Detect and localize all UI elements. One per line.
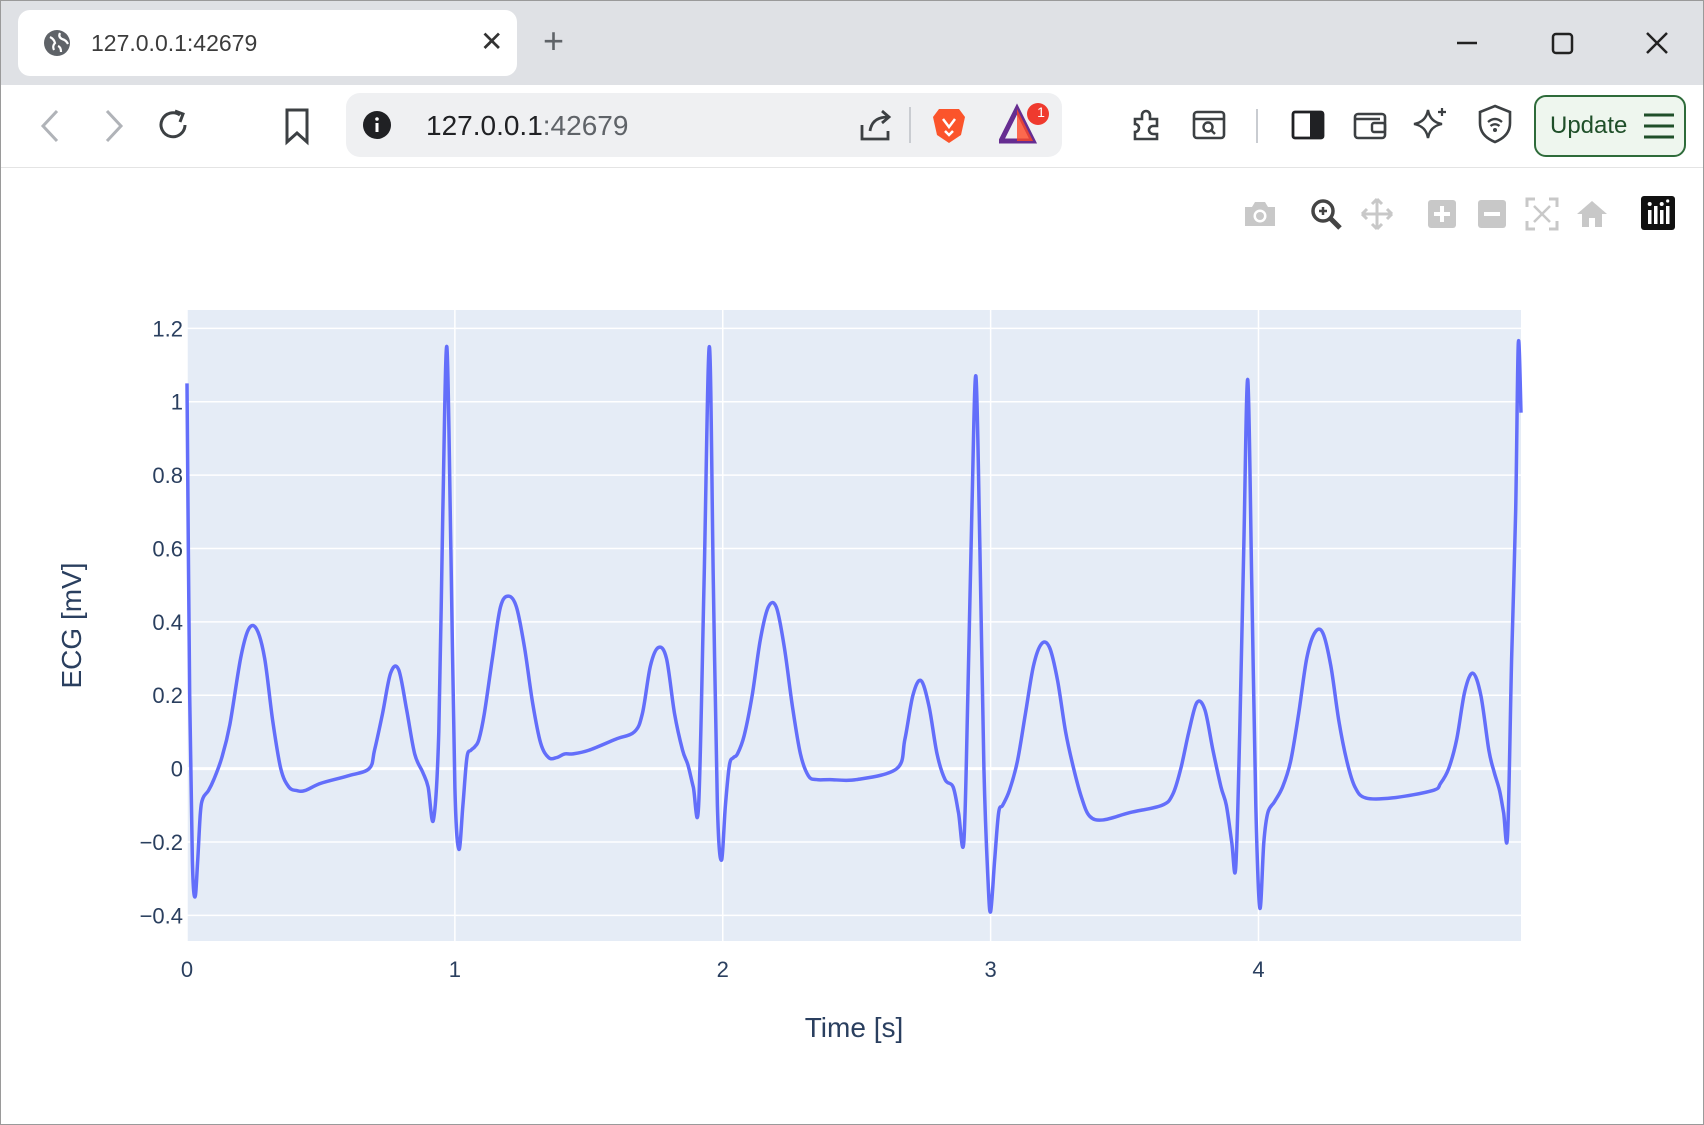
window-close-icon[interactable] — [1637, 25, 1677, 65]
plot-area — [187, 310, 1521, 941]
url-text[interactable]: 127.0.0.1:42679 — [426, 110, 629, 141]
sidebar-icon[interactable] — [1288, 105, 1328, 145]
extensions-icon[interactable] — [1127, 105, 1167, 145]
browser-tab[interactable]: 127.0.0.1:42679 ✕ — [18, 10, 517, 76]
info-icon[interactable] — [362, 110, 392, 140]
autoscale-icon[interactable] — [1524, 196, 1560, 232]
minimize-icon[interactable] — [1447, 25, 1487, 65]
close-icon[interactable]: ✕ — [480, 26, 504, 57]
page-content: 0 1 2 3 4 −0.4 −0.2 0 0.2 0.4 0.6 0.8 1 1.2 Time [s] EC… — [1, 168, 1703, 1124]
y-tick-label: 0 — [171, 757, 183, 782]
address-bar[interactable]: 127.0.0.1:42679 1 — [346, 93, 1062, 157]
share-icon[interactable] — [858, 107, 896, 143]
notification-badge: 1 — [1037, 104, 1045, 120]
y-tick-label: −0.2 — [140, 830, 183, 855]
x-tick-label: 1 — [449, 957, 461, 982]
back-icon[interactable] — [35, 107, 69, 145]
y-tick-label: 1 — [171, 390, 183, 415]
navigation-toolbar: 127.0.0.1:42679 1 Update — [1, 85, 1703, 168]
ecg-series-line — [185, 338, 1523, 914]
x-tick-label: 4 — [1252, 957, 1264, 982]
y-tick-label: 0.2 — [152, 683, 183, 708]
pan-icon[interactable] — [1359, 196, 1395, 232]
globe-icon — [44, 30, 70, 56]
y-axis-title: ECG [mV] — [56, 562, 87, 688]
x-tick-label: 2 — [717, 957, 729, 982]
y-tick-label: 0.8 — [152, 463, 183, 488]
zoom-in-icon[interactable] — [1426, 198, 1458, 230]
menu-icon — [1644, 113, 1674, 139]
tab-bar: 127.0.0.1:42679 ✕ + — [1, 1, 1703, 85]
ecg-chart: 0 1 2 3 4 −0.4 −0.2 0 0.2 0.4 0.6 0.8 1 1.2 Time [s] EC… — [56, 310, 1523, 1043]
y-tick-label: 0.4 — [152, 610, 183, 635]
x-axis-title: Time [s] — [805, 1012, 904, 1043]
reset-axes-icon[interactable] — [1574, 196, 1610, 232]
bookmark-icon[interactable] — [281, 106, 313, 146]
ai-sparkle-icon[interactable] — [1411, 105, 1451, 145]
update-button[interactable]: Update — [1534, 95, 1686, 157]
plus-icon[interactable]: + — [543, 20, 565, 61]
zoom-icon[interactable] — [1308, 196, 1344, 232]
update-label: Update — [1550, 112, 1628, 139]
plotly-logo-icon[interactable] — [1641, 196, 1675, 230]
maximize-icon[interactable] — [1542, 25, 1582, 65]
reload-icon[interactable] — [153, 105, 193, 145]
leo-search-icon[interactable] — [1189, 105, 1229, 145]
tab-title: 127.0.0.1:42679 — [91, 30, 258, 56]
x-tick-label: 0 — [181, 957, 193, 982]
x-tick-label: 3 — [984, 957, 996, 982]
wallet-icon[interactable] — [1350, 105, 1390, 145]
y-tick-label: 0.6 — [152, 536, 183, 561]
brave-lion-icon[interactable] — [931, 105, 967, 145]
y-tick-label: 1.2 — [152, 316, 183, 341]
forward-icon[interactable] — [95, 107, 129, 145]
vpn-shield-icon[interactable] — [1475, 103, 1515, 145]
zoom-out-icon[interactable] — [1476, 198, 1508, 230]
y-tick-label: −0.4 — [140, 903, 183, 928]
rewards-triangle-icon[interactable] — [999, 101, 1051, 149]
camera-icon[interactable] — [1242, 198, 1278, 230]
